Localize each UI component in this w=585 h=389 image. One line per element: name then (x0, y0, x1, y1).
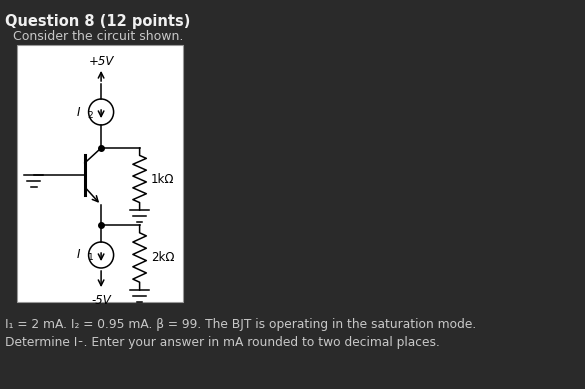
Text: +5V: +5V (88, 55, 114, 68)
Text: I: I (77, 249, 80, 261)
Text: 1: 1 (88, 254, 94, 263)
Text: I: I (77, 105, 80, 119)
Text: Determine I⁃. Enter your answer in mA rounded to two decimal places.: Determine I⁃. Enter your answer in mA ro… (5, 336, 440, 349)
Text: 2: 2 (88, 110, 93, 119)
Bar (18, 45, 183, 302)
Text: -5V: -5V (91, 294, 111, 307)
Text: Consider the circuit shown.: Consider the circuit shown. (13, 30, 184, 43)
Text: 1kΩ: 1kΩ (151, 172, 175, 186)
Text: Question 8 (12 points): Question 8 (12 points) (5, 14, 190, 29)
Text: 2kΩ: 2kΩ (151, 251, 175, 264)
Text: I₁ = 2 mA. I₂ = 0.95 mA. β = 99. The BJT is operating in the saturation mode.: I₁ = 2 mA. I₂ = 0.95 mA. β = 99. The BJT… (5, 318, 476, 331)
